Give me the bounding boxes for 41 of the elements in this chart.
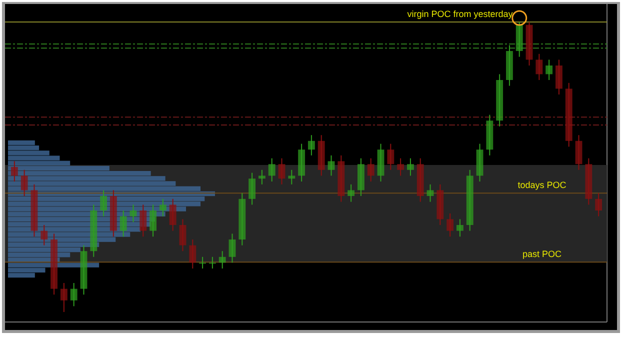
candlestick — [248, 172, 256, 206]
candlestick — [120, 210, 127, 238]
candlestick — [140, 204, 147, 238]
candlestick — [130, 204, 137, 223]
candlestick — [20, 169, 28, 196]
candlestick — [218, 250, 226, 269]
ref-line-label: todays POC — [518, 180, 567, 190]
candlestick — [60, 282, 68, 312]
candlestick — [258, 169, 266, 185]
candlestick — [199, 256, 206, 269]
candlestick — [179, 218, 186, 252]
candlestick — [456, 218, 464, 238]
candlestick — [387, 143, 394, 170]
candlestick — [70, 282, 78, 307]
candlestick — [228, 233, 236, 264]
candlestick — [100, 190, 108, 217]
candlestick — [546, 59, 553, 80]
candlestick — [159, 198, 166, 217]
candlestick — [10, 160, 18, 182]
candlestick — [189, 239, 196, 269]
candlestick — [595, 192, 602, 217]
candlestick — [426, 184, 434, 202]
candlestick — [555, 59, 562, 95]
candlestick — [150, 204, 157, 238]
candlestick — [308, 134, 315, 156]
candlestick — [288, 169, 296, 185]
candlestick — [208, 256, 216, 269]
candlestick — [367, 158, 374, 182]
candlestick — [406, 158, 414, 176]
candlestick — [328, 154, 335, 176]
candlestick — [397, 158, 404, 176]
candlestick — [278, 158, 286, 185]
ref-line-label: virgin POC from yesterday — [407, 9, 514, 19]
candlestick — [40, 224, 48, 246]
candlestick — [268, 158, 276, 182]
candlestick — [348, 184, 355, 202]
candlestick — [446, 212, 454, 238]
candlestick — [536, 53, 543, 80]
candlestick — [169, 198, 176, 232]
ref-line-label: past POC — [522, 249, 562, 260]
candlestick — [575, 134, 582, 170]
